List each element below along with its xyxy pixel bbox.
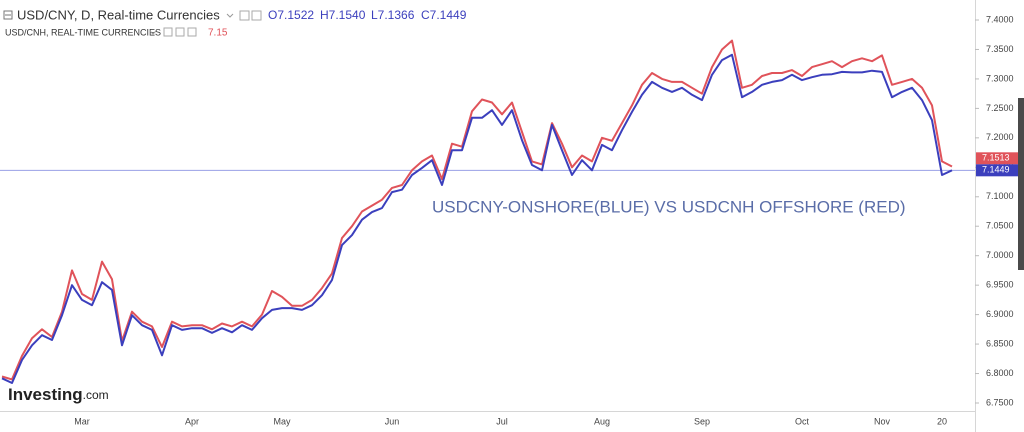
y-tick-label: 7.3500 (986, 44, 1014, 54)
settings-icon[interactable] (175, 27, 185, 37)
x-tick-label: 20 (937, 416, 947, 426)
series-title: USD/CNH, REAL-TIME CURRENCIES (5, 27, 161, 37)
x-tick-label: Jul (496, 416, 508, 426)
y-tick-label: 6.9500 (986, 280, 1014, 290)
cnh-last: 7.15 (208, 28, 228, 39)
dropdown-icon[interactable] (149, 30, 157, 35)
x-tick-label: Mar (74, 416, 90, 426)
logo-suffix: .com (83, 388, 109, 402)
x-tick-label: Jun (385, 416, 400, 426)
x-tick-label: May (273, 416, 291, 426)
ohlc-high: H7.1540 (320, 8, 366, 22)
settings-icon[interactable] (251, 10, 262, 21)
x-tick-label: Aug (594, 416, 610, 426)
plot: 6.7500 6.8000 6.8500 6.9000 6.9500 7.0000 7.05… (0, 14, 1014, 426)
logo: Investing.com (8, 385, 109, 404)
y-tick-label: 7.0000 (986, 250, 1014, 260)
y-tick-label: 6.9000 (986, 309, 1014, 319)
x-tick-label: Nov (874, 416, 891, 426)
y-tick-label: 7.0500 (986, 221, 1014, 231)
collapse-icon[interactable] (3, 10, 13, 20)
y-tick-label: 6.8500 (986, 338, 1014, 348)
series-line (1, 39, 953, 381)
y-tick-label: 7.3000 (986, 73, 1014, 83)
price-tag (976, 152, 1018, 165)
dropdown-icon[interactable] (226, 13, 234, 18)
ohlc-low: L7.1366 (371, 8, 415, 22)
y-tick-label: 7.2500 (986, 103, 1014, 113)
price-tag-label: 7.1513 (982, 153, 1010, 163)
y-tick-label: 7.4000 (986, 14, 1014, 24)
x-tick-label: Sep (694, 416, 710, 426)
ohlc-open: O7.1522 (268, 8, 314, 22)
x-tick-label: Oct (795, 416, 810, 426)
annotation: USDCNY-ONSHORE(BLUE) VS USDCNH OFFSHORE … (432, 197, 906, 216)
series-title: USD/CNY, D, Real-time Currencies (17, 7, 220, 22)
price-tag (976, 164, 1018, 177)
y-tick-label: 6.7500 (986, 397, 1014, 407)
scroll-handle[interactable] (1018, 98, 1024, 270)
x-tick-label: Apr (185, 416, 199, 426)
eye-icon[interactable] (239, 10, 250, 21)
price-tag-label: 7.1449 (982, 165, 1010, 175)
ohlc-close: C7.1449 (421, 8, 467, 22)
logo-name: Investing (8, 385, 83, 404)
y-tick-label: 7.1000 (986, 191, 1014, 201)
remove-icon[interactable] (187, 27, 197, 37)
eye-icon[interactable] (163, 27, 173, 37)
y-tick-label: 7.2000 (986, 132, 1014, 142)
y-tick-label: 6.8000 (986, 368, 1014, 378)
series-line (1, 53, 953, 384)
